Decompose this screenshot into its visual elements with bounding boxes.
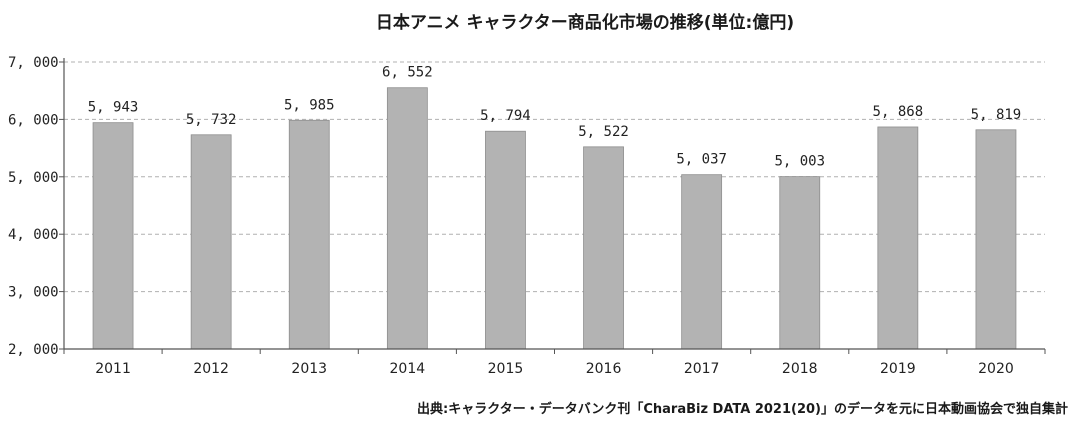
y-tick-label: 4, 000 xyxy=(8,227,59,243)
data-label: 5, 003 xyxy=(774,154,825,170)
chart-title: 日本アニメ キャラクター商品化市場の推移(単位:億円) xyxy=(375,13,795,33)
data-label: 5, 732 xyxy=(186,112,237,128)
bar xyxy=(190,134,232,350)
y-tick-label: 2, 000 xyxy=(8,342,59,358)
data-label: 5, 985 xyxy=(284,97,335,113)
y-tick-label: 7, 000 xyxy=(8,55,59,71)
bar xyxy=(485,130,526,350)
source-note: 出典:キャラクター・データバンク刊「CharaBiz DATA 2021(20)… xyxy=(417,402,1068,417)
x-tick-label: 2012 xyxy=(193,361,229,377)
bar xyxy=(92,122,134,350)
x-tick-label: 2014 xyxy=(390,361,426,377)
x-tick-label: 2011 xyxy=(95,361,131,377)
x-tick-label: 2019 xyxy=(880,361,916,377)
labels: 2, 000 3, 000 4, 000 5, 000 6, 000 7, 000 5, 9… xyxy=(8,55,1021,377)
bars xyxy=(92,87,1017,350)
y-tick-label: 6, 000 xyxy=(8,112,59,128)
bar xyxy=(583,146,624,350)
x-tick-label: 2015 xyxy=(488,361,524,377)
x-tick-label: 2013 xyxy=(291,361,327,377)
data-label: 6, 552 xyxy=(382,65,433,81)
bar xyxy=(386,87,428,350)
data-label: 5, 522 xyxy=(578,124,629,140)
data-label: 5, 819 xyxy=(971,107,1022,123)
bar xyxy=(779,176,821,350)
bar xyxy=(975,129,1017,350)
bar xyxy=(877,126,919,350)
bar xyxy=(681,174,723,350)
y-tick-label: 5, 000 xyxy=(8,170,59,186)
data-label: 5, 868 xyxy=(873,104,924,120)
x-tick-label: 2020 xyxy=(978,361,1014,377)
x-tick-label: 2018 xyxy=(782,361,818,377)
data-label: 5, 037 xyxy=(676,152,727,168)
x-tick-label: 2017 xyxy=(684,361,720,377)
y-tick-label: 3, 000 xyxy=(8,285,59,301)
data-label: 5, 794 xyxy=(480,108,531,124)
axes xyxy=(59,58,1046,354)
bar xyxy=(288,119,330,350)
data-label: 5, 943 xyxy=(88,100,139,116)
x-tick-label: 2016 xyxy=(586,361,622,377)
